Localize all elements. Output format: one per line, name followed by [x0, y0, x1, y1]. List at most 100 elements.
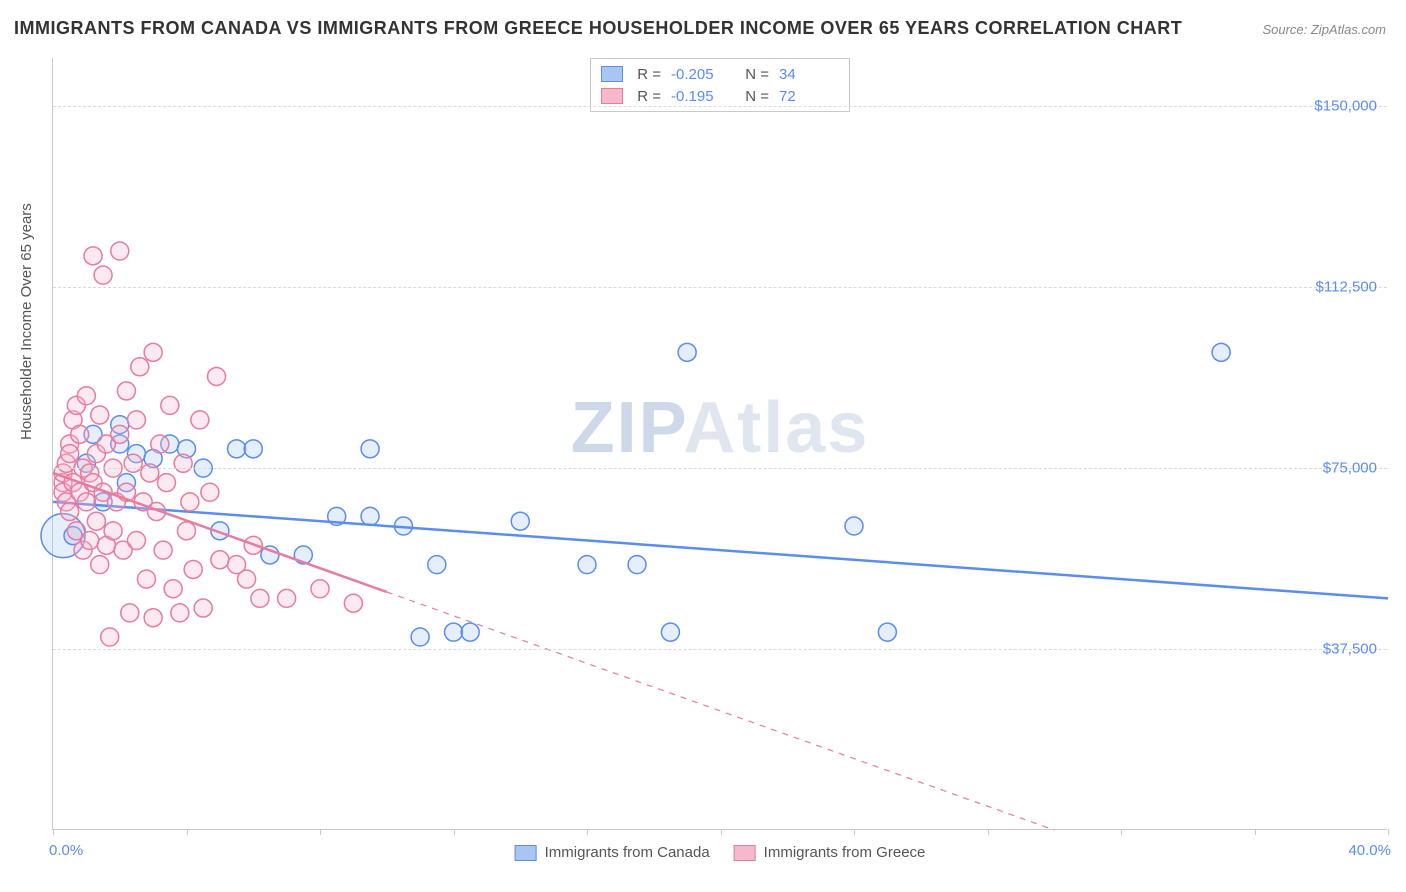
data-point — [77, 387, 95, 405]
data-point — [154, 541, 172, 559]
legend-n-label: N = — [741, 66, 769, 83]
data-point — [61, 503, 79, 521]
data-point — [144, 343, 162, 361]
data-point — [628, 556, 646, 574]
x-tick-mark — [1255, 829, 1256, 835]
data-point — [117, 382, 135, 400]
legend-n-value: 34 — [779, 66, 839, 83]
data-point — [201, 483, 219, 501]
data-point — [361, 440, 379, 458]
legend-r-value: -0.195 — [671, 88, 731, 105]
data-point — [171, 604, 189, 622]
data-point — [101, 628, 119, 646]
legend-swatch — [734, 845, 756, 861]
legend-r-label: R = — [633, 66, 661, 83]
legend-r-label: R = — [633, 88, 661, 105]
data-point — [164, 580, 182, 598]
gridline-h — [53, 649, 1387, 650]
data-point — [81, 532, 99, 550]
source-label: Source: ZipAtlas.com — [1262, 22, 1386, 37]
data-point — [411, 628, 429, 646]
data-point — [251, 589, 269, 607]
data-point — [428, 556, 446, 574]
data-point — [137, 570, 155, 588]
legend-swatch — [515, 845, 537, 861]
x-tick-mark — [1121, 829, 1122, 835]
data-point — [181, 493, 199, 511]
chart-svg — [53, 58, 1387, 829]
legend-n-value: 72 — [779, 88, 839, 105]
chart-title: IMMIGRANTS FROM CANADA VS IMMIGRANTS FRO… — [14, 18, 1182, 39]
data-point — [104, 522, 122, 540]
data-point — [111, 425, 129, 443]
data-point — [578, 556, 596, 574]
series-legend-item: Immigrants from Greece — [734, 844, 926, 861]
trend-line-extrapolated — [387, 592, 1055, 830]
gridline-h — [53, 468, 1387, 469]
data-point — [87, 512, 105, 530]
y-tick-label: $37,500 — [1323, 641, 1377, 658]
data-point — [311, 580, 329, 598]
data-point — [191, 411, 209, 429]
data-point — [228, 440, 246, 458]
x-tick-mark — [1388, 829, 1389, 835]
correlation-legend-row: R = -0.195 N = 72 — [601, 85, 839, 107]
data-point — [127, 411, 145, 429]
gridline-h — [53, 106, 1387, 107]
data-point — [61, 445, 79, 463]
x-axis-min-label: 0.0% — [49, 842, 83, 859]
legend-swatch — [601, 88, 623, 104]
data-point — [194, 599, 212, 617]
data-point — [124, 454, 142, 472]
data-point — [77, 493, 95, 511]
data-point — [84, 247, 102, 265]
correlation-legend: R = -0.205 N = 34 R = -0.195 N = 72 — [590, 58, 850, 112]
data-point — [91, 406, 109, 424]
x-tick-mark — [320, 829, 321, 835]
data-point — [1212, 343, 1230, 361]
x-tick-mark — [988, 829, 989, 835]
correlation-legend-row: R = -0.205 N = 34 — [601, 63, 839, 85]
data-point — [661, 623, 679, 641]
x-axis-max-label: 40.0% — [1348, 842, 1391, 859]
legend-n-label: N = — [741, 88, 769, 105]
legend-swatch — [601, 66, 623, 82]
data-point — [238, 570, 256, 588]
data-point — [111, 242, 129, 260]
data-point — [678, 343, 696, 361]
data-point — [184, 560, 202, 578]
data-point — [511, 512, 529, 530]
data-point — [445, 623, 463, 641]
data-point — [461, 623, 479, 641]
y-tick-label: $112,500 — [1316, 279, 1377, 296]
legend-r-value: -0.205 — [671, 66, 731, 83]
data-point — [278, 589, 296, 607]
y-axis-label: Householder Income Over 65 years — [18, 203, 35, 440]
data-point — [211, 551, 229, 569]
data-point — [361, 507, 379, 525]
trend-line — [53, 473, 387, 592]
data-point — [878, 623, 896, 641]
data-point — [91, 556, 109, 574]
data-point — [344, 594, 362, 612]
data-point — [161, 396, 179, 414]
series-legend-item: Immigrants from Canada — [515, 844, 710, 861]
data-point — [71, 425, 89, 443]
data-point — [144, 609, 162, 627]
x-tick-mark — [854, 829, 855, 835]
gridline-h — [53, 287, 1387, 288]
y-tick-label: $150,000 — [1314, 98, 1377, 115]
data-point — [94, 266, 112, 284]
x-tick-mark — [587, 829, 588, 835]
data-point — [157, 474, 175, 492]
data-point — [141, 464, 159, 482]
y-tick-label: $75,000 — [1323, 460, 1377, 477]
x-tick-mark — [721, 829, 722, 835]
data-point — [174, 454, 192, 472]
series-legend-label: Immigrants from Canada — [545, 844, 710, 861]
data-point — [151, 435, 169, 453]
x-tick-mark — [187, 829, 188, 835]
series-legend-label: Immigrants from Greece — [764, 844, 926, 861]
data-point — [208, 367, 226, 385]
x-tick-mark — [53, 829, 54, 835]
